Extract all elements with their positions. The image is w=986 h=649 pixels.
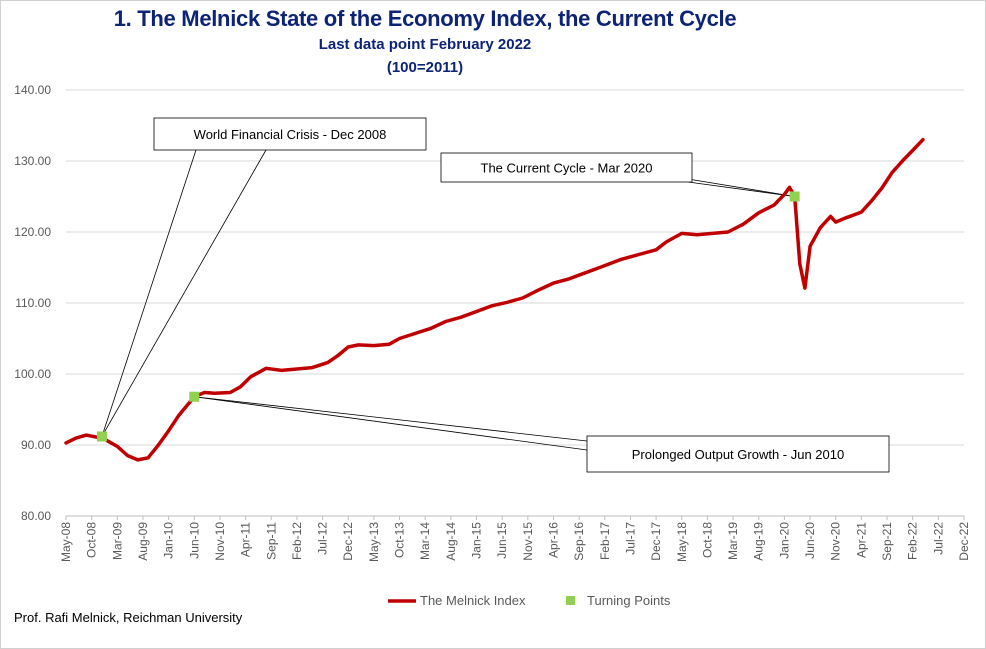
callout-line xyxy=(194,396,588,451)
x-tick-label: Apr-11 xyxy=(239,522,253,557)
x-tick-label: Oct-13 xyxy=(393,522,407,558)
turning-point-marker xyxy=(789,191,800,202)
callout-line xyxy=(101,149,267,437)
y-tick-label: 130.00 xyxy=(14,154,51,168)
callout-line xyxy=(687,178,795,197)
x-tick-label: Jan-10 xyxy=(162,522,176,559)
callout-line xyxy=(687,181,795,197)
x-tick-label: Nov-20 xyxy=(829,522,843,561)
x-tick-label: Jul-12 xyxy=(316,522,330,555)
x-tick-label: Jan-15 xyxy=(470,522,484,559)
x-tick-label: Sep-11 xyxy=(264,522,278,560)
footer-credit: Prof. Rafi Melnick, Reichman University xyxy=(14,610,243,625)
y-tick-label: 80.00 xyxy=(21,509,51,523)
x-tick-label: Feb-22 xyxy=(906,522,920,560)
x-tick-label: Aug-14 xyxy=(444,522,458,561)
x-tick-label: Jun-20 xyxy=(803,522,817,559)
y-tick-label: 110.00 xyxy=(15,296,51,310)
annotation-label: World Financial Crisis - Dec 2008 xyxy=(194,127,387,142)
annotation-box xyxy=(440,152,693,183)
x-tick-label: Nov-10 xyxy=(213,522,227,561)
x-tick-label: Apr-16 xyxy=(546,522,560,558)
x-tick-label: Dec-22 xyxy=(957,522,971,561)
legend-label-index: The Melnick Index xyxy=(420,593,526,608)
x-tick-label: Jun-15 xyxy=(495,522,509,559)
x-tick-label: Nov-15 xyxy=(521,522,535,561)
annotation-label: The Current Cycle - Mar 2020 xyxy=(481,161,653,176)
chart-subtitle: Last data point February 2022 xyxy=(318,36,532,53)
callout-line xyxy=(101,149,197,437)
x-tick-label: Jun-10 xyxy=(187,522,201,559)
x-tick-label: May-18 xyxy=(675,522,689,562)
x-tick-label: Apr-21 xyxy=(854,522,868,558)
x-tick-label: Oct-08 xyxy=(85,522,99,558)
x-tick-label: May-08 xyxy=(59,522,73,562)
x-tick-label: Mar-19 xyxy=(726,522,740,560)
x-tick-label: Aug-09 xyxy=(136,522,150,561)
annotation-label: Prolonged Output Growth - Jun 2010 xyxy=(632,447,844,462)
x-tick-label: May-13 xyxy=(367,522,381,562)
turning-point-marker xyxy=(96,431,107,442)
x-tick-label: Aug-19 xyxy=(752,522,766,561)
series-line-melnick-index xyxy=(64,137,925,462)
callout-line xyxy=(194,396,588,442)
x-tick-label: Sep-16 xyxy=(572,522,586,561)
x-tick-label: Jan-20 xyxy=(777,522,791,559)
chart-title: 1. The Melnick State of the Economy Inde… xyxy=(113,6,737,31)
legend-marker-swatch xyxy=(566,596,575,605)
x-tick-label: Feb-12 xyxy=(290,522,304,560)
x-tick-label: Sep-21 xyxy=(880,522,894,561)
chart-subtitle-base: (100=2011) xyxy=(386,59,464,76)
x-tick-label: Jul-22 xyxy=(931,522,945,555)
x-tick-label: Dec-17 xyxy=(649,522,663,561)
y-tick-label: 100.00 xyxy=(14,367,51,381)
x-tick-label: Dec-12 xyxy=(341,522,355,561)
turning-point-marker xyxy=(189,391,200,402)
legend-label-turning: Turning Points xyxy=(587,593,671,608)
annotation-box xyxy=(586,435,890,473)
annotation-box xyxy=(153,117,427,151)
x-tick-label: Jul-17 xyxy=(623,522,637,555)
y-tick-label: 90.00 xyxy=(21,438,51,452)
y-tick-label: 140.00 xyxy=(14,83,51,97)
x-tick-label: Mar-14 xyxy=(418,522,432,560)
x-tick-label: Mar-09 xyxy=(110,522,124,560)
x-tick-label: Oct-18 xyxy=(700,522,714,558)
x-tick-label: Feb-17 xyxy=(598,522,612,560)
y-tick-label: 120.00 xyxy=(14,225,51,239)
